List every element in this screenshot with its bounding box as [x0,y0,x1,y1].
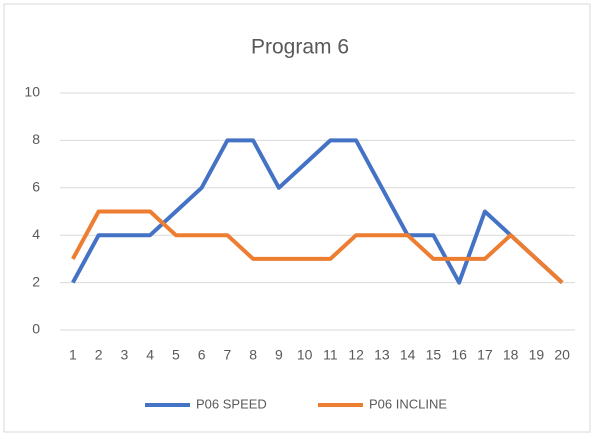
x-tick-label: 16 [451,347,467,363]
x-tick-label: 5 [172,347,180,363]
x-tick-label: 4 [146,347,154,363]
legend-label: P06 INCLINE [369,396,447,411]
x-tick-label: 12 [348,347,364,363]
y-tick-label: 6 [32,179,40,195]
y-tick-label: 8 [32,131,40,147]
y-tick-label: 10 [24,84,40,100]
x-tick-label: 13 [374,347,390,363]
y-tick-label: 4 [32,226,40,242]
x-tick-label: 18 [503,347,519,363]
x-tick-label: 2 [95,347,103,363]
x-tick-label: 19 [529,347,545,363]
x-tick-label: 17 [477,347,493,363]
x-tick-label: 3 [120,347,128,363]
x-tick-label: 9 [275,347,283,363]
x-tick-label: 20 [554,347,570,363]
x-tick-label: 15 [426,347,442,363]
chart-title: Program 6 [251,36,349,59]
y-tick-label: 2 [32,273,40,289]
x-tick-label: 14 [400,347,416,363]
series-line [71,138,564,285]
x-tick-label: 10 [297,347,313,363]
chart-border [3,3,591,433]
y-tick-label: 0 [32,321,40,337]
x-tick-label: 6 [198,347,206,363]
x-tick-label: 8 [249,347,257,363]
x-tick-label: 11 [323,347,338,363]
series-line [71,209,564,285]
x-tick-label: 7 [223,347,231,363]
legend-label: P06 SPEED [196,396,267,411]
x-tick-label: 1 [69,347,77,363]
